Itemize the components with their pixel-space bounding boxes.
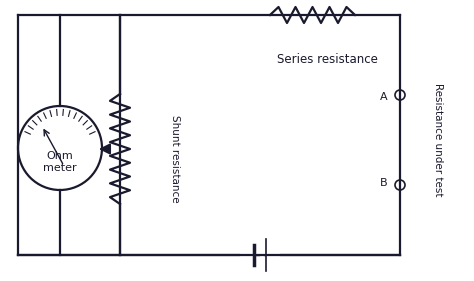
Circle shape — [395, 90, 405, 100]
Text: B: B — [380, 178, 388, 188]
Text: Ohm: Ohm — [46, 151, 73, 161]
Text: meter: meter — [43, 163, 77, 173]
Text: Shunt resistance: Shunt resistance — [170, 115, 180, 203]
Text: Resistance under test: Resistance under test — [433, 83, 443, 197]
Text: A: A — [380, 92, 388, 102]
Circle shape — [395, 180, 405, 190]
Circle shape — [18, 106, 102, 190]
Text: Series resistance: Series resistance — [277, 53, 378, 66]
